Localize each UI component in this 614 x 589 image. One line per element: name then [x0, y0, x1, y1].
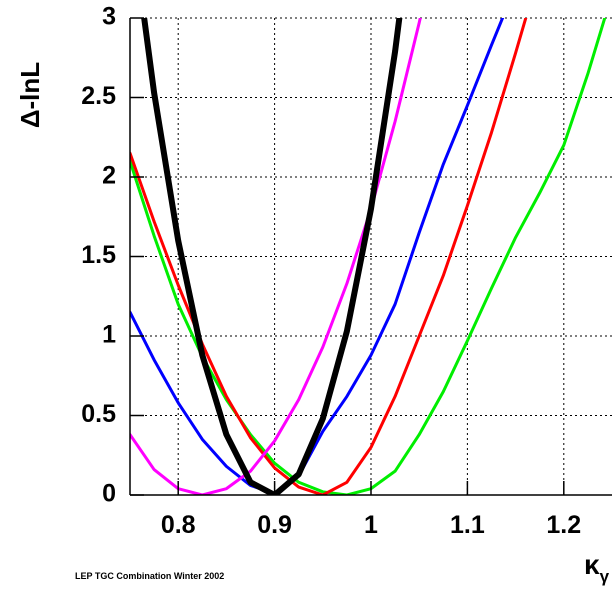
y-tick-label: 3 — [102, 3, 116, 31]
curve — [130, 18, 422, 495]
curves — [130, 18, 607, 495]
x-axis-title-main: κ — [584, 549, 600, 580]
footnote: LEP TGC Combination Winter 2002 — [75, 571, 224, 581]
y-tick-label: 0.5 — [81, 400, 116, 428]
axes: 0.8 0.9 1 1.1 1.2 0 0.5 1 1.5 2 2.5 3 — [81, 3, 612, 539]
curve — [130, 18, 505, 495]
x-tick-label: 0.9 — [257, 511, 292, 539]
y-tick-label: 1 — [102, 321, 116, 349]
x-tick-label: 1.2 — [546, 511, 581, 539]
x-tick-label: 0.8 — [161, 511, 196, 539]
curve — [141, 18, 403, 495]
y-tick-label: 0 — [102, 480, 116, 508]
x-axis-title: κγ — [584, 549, 610, 586]
x-tick-label: 1 — [364, 511, 378, 539]
grid — [130, 17, 612, 496]
x-tick-label: 1.1 — [450, 511, 485, 539]
y-tick-label: 2.5 — [81, 82, 116, 110]
y-axis-title: Δ-lnL — [15, 62, 45, 128]
y-tick-label: 1.5 — [81, 241, 116, 269]
x-axis-title-subscript: γ — [600, 567, 610, 586]
y-tick-label: 2 — [102, 162, 116, 190]
